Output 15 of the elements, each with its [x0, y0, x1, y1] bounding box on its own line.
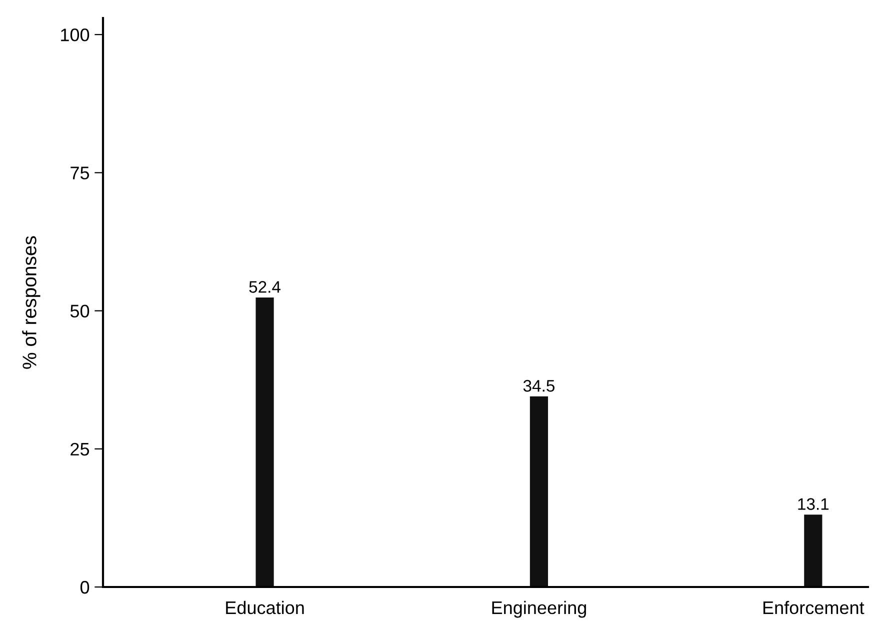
x-tick-label: Enforcement [763, 600, 864, 614]
y-axis-title: % of responses [22, 236, 40, 369]
data-label: 13.1 [798, 498, 829, 510]
bar [256, 298, 274, 587]
data-label: 34.5 [523, 380, 554, 392]
y-tick-label: 75 [70, 166, 90, 180]
y-tick-label: 0 [80, 580, 90, 594]
x-tick-label: Engineering [492, 600, 586, 618]
y-tick-label: 100 [61, 28, 90, 42]
y-tick-label: 50 [70, 304, 90, 318]
y-tick-label: 25 [70, 442, 90, 456]
bar [530, 396, 548, 587]
bar [804, 514, 822, 587]
data-label: 52.4 [249, 281, 281, 293]
x-tick-label: Education [226, 600, 304, 614]
